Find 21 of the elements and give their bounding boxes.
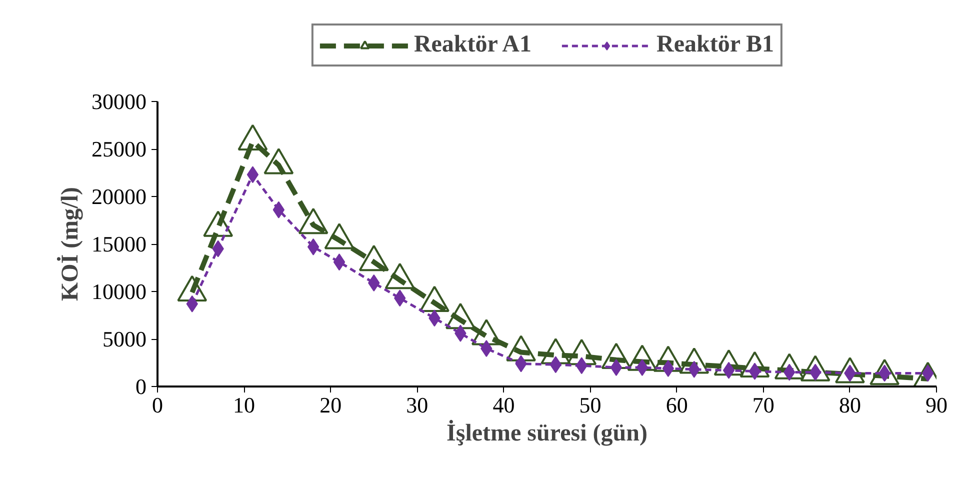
x-tick-label: 20 (320, 392, 342, 418)
legend-label: Reaktör B1 (656, 32, 774, 58)
x-tick-label: 0 (152, 392, 163, 418)
x-axis-title: İşletme süresi (gün) (446, 420, 648, 446)
x-tick-label: 30 (406, 392, 428, 418)
y-tick-label: 0 (136, 374, 146, 399)
y-axis-title: KOİ (mg/l) (56, 186, 84, 301)
y-tick-label: 5000 (102, 326, 146, 352)
y-tick-label: 30000 (92, 89, 146, 114)
y-tick-label: 15000 (92, 232, 146, 256)
x-tick-label: 80 (838, 392, 861, 418)
x-tick-label: 60 (666, 392, 688, 418)
x-tick-label: 50 (579, 392, 602, 418)
x-tick-label: 90 (926, 392, 948, 418)
legend-label: Reaktör A1 (414, 32, 532, 58)
y-tick-label: 20000 (92, 184, 146, 209)
x-tick-label: 70 (752, 392, 774, 418)
x-tick-label: 40 (492, 392, 515, 418)
y-tick-label: 25000 (92, 136, 146, 162)
x-tick-label: 10 (233, 392, 256, 418)
y-tick-label: 10000 (92, 279, 146, 304)
